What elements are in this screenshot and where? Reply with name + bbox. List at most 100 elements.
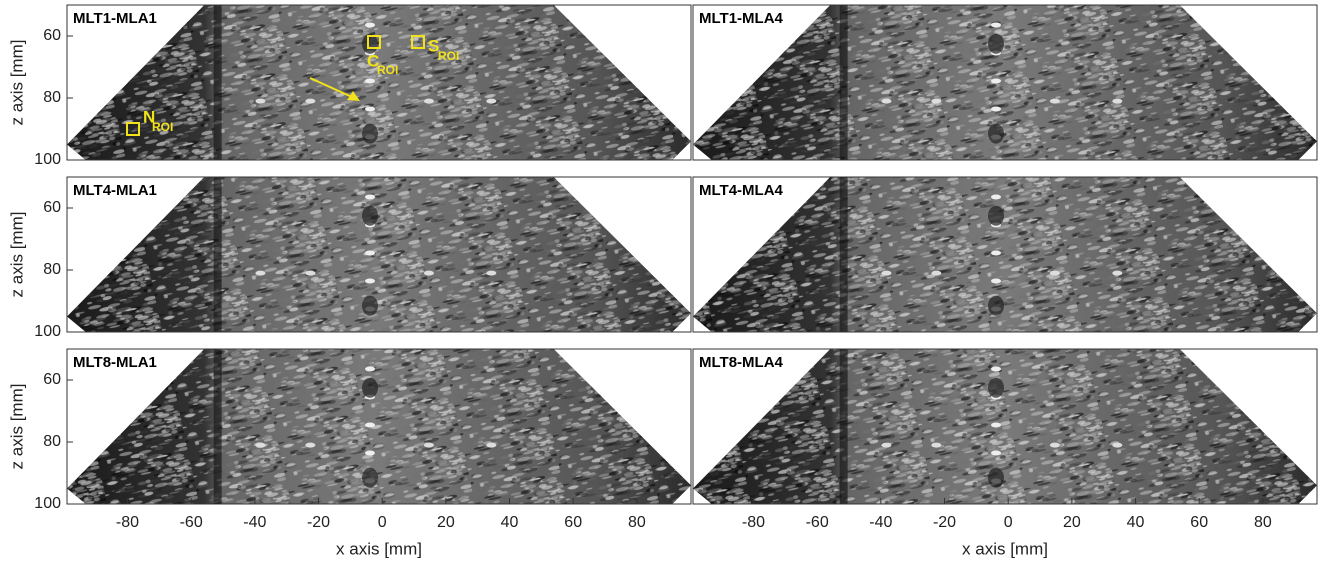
x-tick-label: -80: [742, 514, 765, 531]
x-axis-label: x axis [mm]: [962, 539, 1048, 558]
bright-point: [305, 270, 316, 276]
dark-stripe: [839, 177, 848, 332]
x-tick-label: 60: [564, 514, 582, 531]
x-tick-label: 20: [437, 514, 455, 531]
bright-point: [931, 270, 942, 276]
roi-letter: C: [367, 51, 379, 70]
bright-point: [255, 442, 266, 448]
bright-point: [486, 442, 497, 448]
bright-point: [1049, 98, 1060, 104]
panel-title: MLT4-MLA1: [73, 182, 157, 199]
cyst: [362, 377, 378, 398]
cyst: [988, 205, 1004, 226]
bright-point: [365, 422, 375, 428]
bright-point: [365, 278, 375, 284]
bright-point: [365, 366, 375, 372]
roi-box: [411, 35, 425, 49]
image-area: [67, 5, 691, 160]
roi-subscript: ROI: [152, 120, 173, 134]
cyst: [988, 33, 1004, 54]
cyst: [988, 467, 1004, 488]
image-area: [693, 5, 1317, 160]
x-tick-label: 60: [1190, 514, 1208, 531]
speckle-texture: [67, 5, 691, 160]
bright-point: [931, 98, 942, 104]
speckle-texture: [67, 177, 691, 332]
dark-stripe: [213, 177, 222, 332]
x-tick-label: 20: [1063, 514, 1081, 531]
cyst: [988, 377, 1004, 398]
cyst: [362, 467, 378, 488]
y-tick-label: 100: [34, 495, 61, 512]
bright-point: [881, 270, 892, 276]
bright-point: [1112, 442, 1123, 448]
bright-point: [255, 270, 266, 276]
cyst: [362, 123, 378, 144]
x-tick-label: -60: [806, 514, 829, 531]
panel-title: MLT1-MLA1: [73, 10, 157, 27]
axes-frame: [66, 4, 692, 161]
panel-title: MLT8-MLA4: [699, 354, 784, 371]
x-tick-label: 0: [1004, 514, 1013, 531]
x-tick-label: 80: [628, 514, 646, 531]
bright-point: [1049, 442, 1060, 448]
dark-stripe: [839, 5, 848, 160]
x-tick-label: 80: [1254, 514, 1272, 531]
speckle-texture: [693, 5, 1317, 160]
arrow-head: [347, 91, 360, 101]
bright-point: [486, 98, 497, 104]
speckle-texture: [693, 177, 1317, 332]
roi-subscript: ROI: [377, 63, 398, 77]
bright-point: [991, 250, 1001, 256]
x-tick-label: -40: [869, 514, 892, 531]
y-axis-label: z axis [mm]: [7, 40, 26, 126]
dark-stripe: [213, 349, 222, 504]
y-tick-label: 60: [43, 27, 61, 44]
roi-subscript: ROI: [438, 49, 459, 63]
bright-point: [305, 442, 316, 448]
bright-point: [881, 98, 892, 104]
bright-point: [255, 98, 266, 104]
y-axis-label: z axis [mm]: [7, 384, 26, 470]
y-tick-label: 100: [34, 151, 61, 168]
panel-title: MLT1-MLA4: [699, 10, 784, 27]
bright-point: [991, 78, 1001, 84]
axes-frame: [692, 176, 1318, 333]
bright-point: [423, 98, 434, 104]
image-area: [67, 177, 691, 332]
speckle-texture: [693, 349, 1317, 504]
panel-title: MLT4-MLA4: [699, 182, 784, 199]
bright-point: [991, 194, 1001, 200]
y-tick-label: 80: [43, 433, 61, 450]
axes-frame: [66, 348, 692, 505]
bright-point: [486, 270, 497, 276]
image-area: [693, 177, 1317, 332]
y-tick-label: 80: [43, 89, 61, 106]
bright-point: [991, 366, 1001, 372]
bright-point: [423, 442, 434, 448]
y-tick-label: 80: [43, 261, 61, 278]
bright-point: [365, 250, 375, 256]
x-tick-label: -60: [180, 514, 203, 531]
dark-stripe: [839, 349, 848, 504]
bright-point: [365, 106, 375, 112]
cyst: [362, 295, 378, 316]
bright-point: [881, 442, 892, 448]
cyst: [362, 205, 378, 226]
bright-point: [991, 106, 1001, 112]
axes-frame: [66, 176, 692, 333]
dark-stripe: [213, 5, 222, 160]
bright-point: [365, 194, 375, 200]
x-tick-label: 0: [378, 514, 387, 531]
bright-point: [991, 450, 1001, 456]
axes-frame: [692, 4, 1318, 161]
bright-point: [991, 278, 1001, 284]
cyst: [988, 295, 1004, 316]
roi-letter: N: [143, 107, 155, 126]
cyst: [988, 123, 1004, 144]
arrow-shaft: [309, 77, 353, 98]
image-area: [693, 349, 1317, 504]
x-tick-label: -80: [116, 514, 139, 531]
y-axis-label: z axis [mm]: [7, 212, 26, 298]
